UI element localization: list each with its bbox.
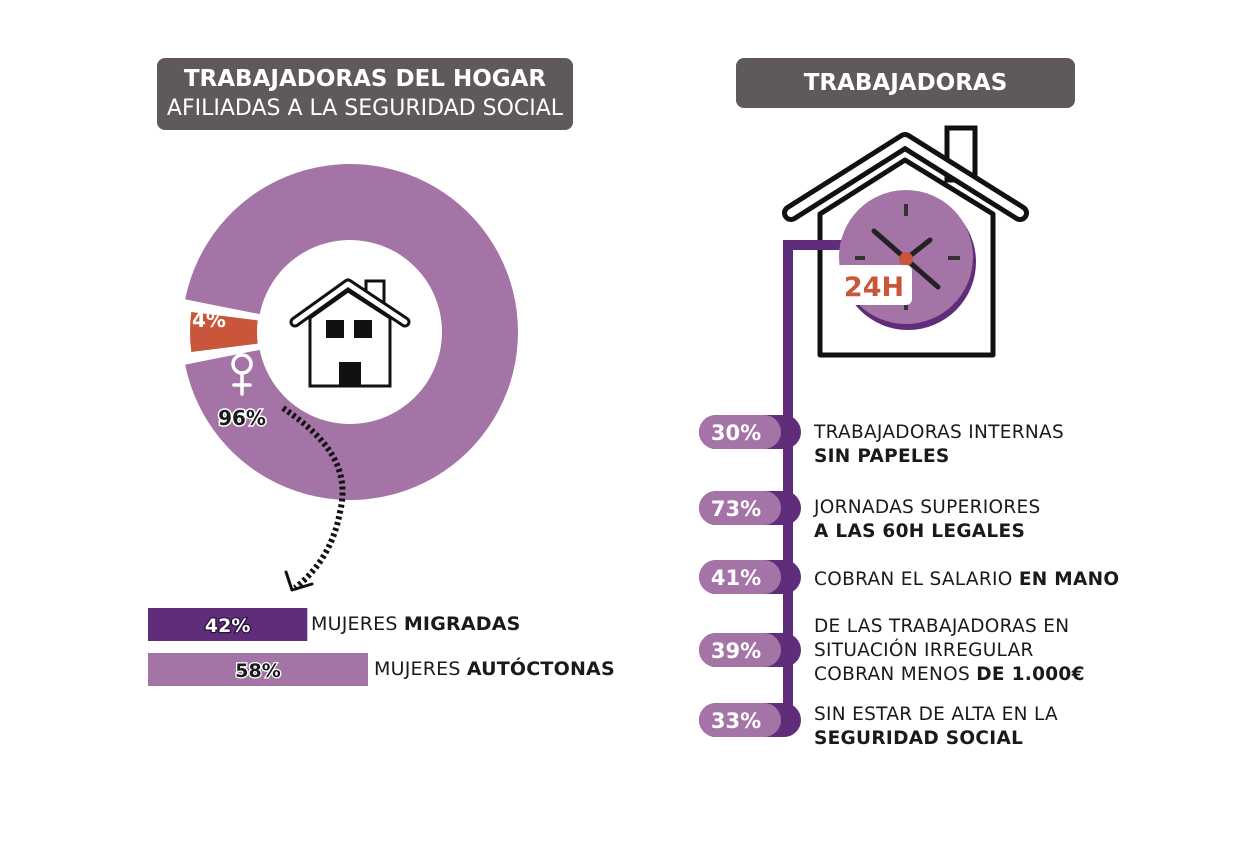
bar-value-label-2: 58% — [235, 660, 280, 682]
stat-text-2: JORNADAS SUPERIORES A LAS 60H LEGALES — [814, 497, 1041, 542]
left-title-line1: TRABAJADORAS DEL HOGAR — [183, 66, 547, 92]
bar-value-label-1: 42% — [205, 615, 250, 637]
house-clock-icon: 24H — [782, 125, 1029, 733]
bar-chart: 42% 58% — [148, 608, 368, 686]
dotted-curved-arrow-icon — [281, 405, 346, 592]
clock-24h-label: 24H — [844, 272, 904, 303]
female-symbol-icon — [231, 353, 253, 396]
stat-value-3: 41% — [711, 566, 761, 590]
bar-2 — [148, 653, 368, 686]
stat-text-3: COBRAN EL SALARIO EN MANO — [814, 569, 1120, 590]
stat-pill-5 — [699, 703, 781, 737]
stat-value-2: 73% — [711, 497, 761, 521]
bar-category-migradas: MUJERES MIGRADAS — [311, 613, 521, 635]
stat-pill-3 — [699, 560, 781, 594]
stat-text-4: DE LAS TRABAJADORAS EN SITUACIÓN IRREGUL… — [814, 616, 1085, 685]
left-title-box: TRABAJADORAS DEL HOGAR AFILIADAS A LA SE… — [157, 58, 573, 130]
stat-value-5: 33% — [711, 709, 761, 733]
stat-value-1: 30% — [711, 421, 761, 445]
stat-pill-1 — [699, 415, 781, 449]
donut-slice-label-small: 4% — [192, 308, 226, 332]
bar-category-autoctonas: MUJERES AUTÓCTONAS — [374, 658, 615, 680]
stat-text-5: SIN ESTAR DE ALTA EN LA SEGURIDAD SOCIAL — [814, 704, 1058, 749]
donut-slice-label-big: 96% — [218, 406, 266, 430]
bar-1 — [148, 608, 308, 641]
stat-pill-4 — [699, 633, 781, 667]
stat-pills: 30% 73% 41% 39% 33% — [699, 415, 801, 737]
donut-slice-big — [185, 164, 519, 500]
stat-value-4: 39% — [711, 639, 761, 663]
stat-text-1: TRABAJADORAS INTERNAS SIN PAPELES — [814, 422, 1065, 467]
left-title-line2: AFILIADAS A LA SEGURIDAD SOCIAL — [166, 96, 564, 121]
donut-slice-small — [189, 311, 258, 353]
house-icon — [289, 278, 411, 388]
donut-chart — [185, 164, 519, 500]
stat-pill-2 — [699, 491, 781, 525]
